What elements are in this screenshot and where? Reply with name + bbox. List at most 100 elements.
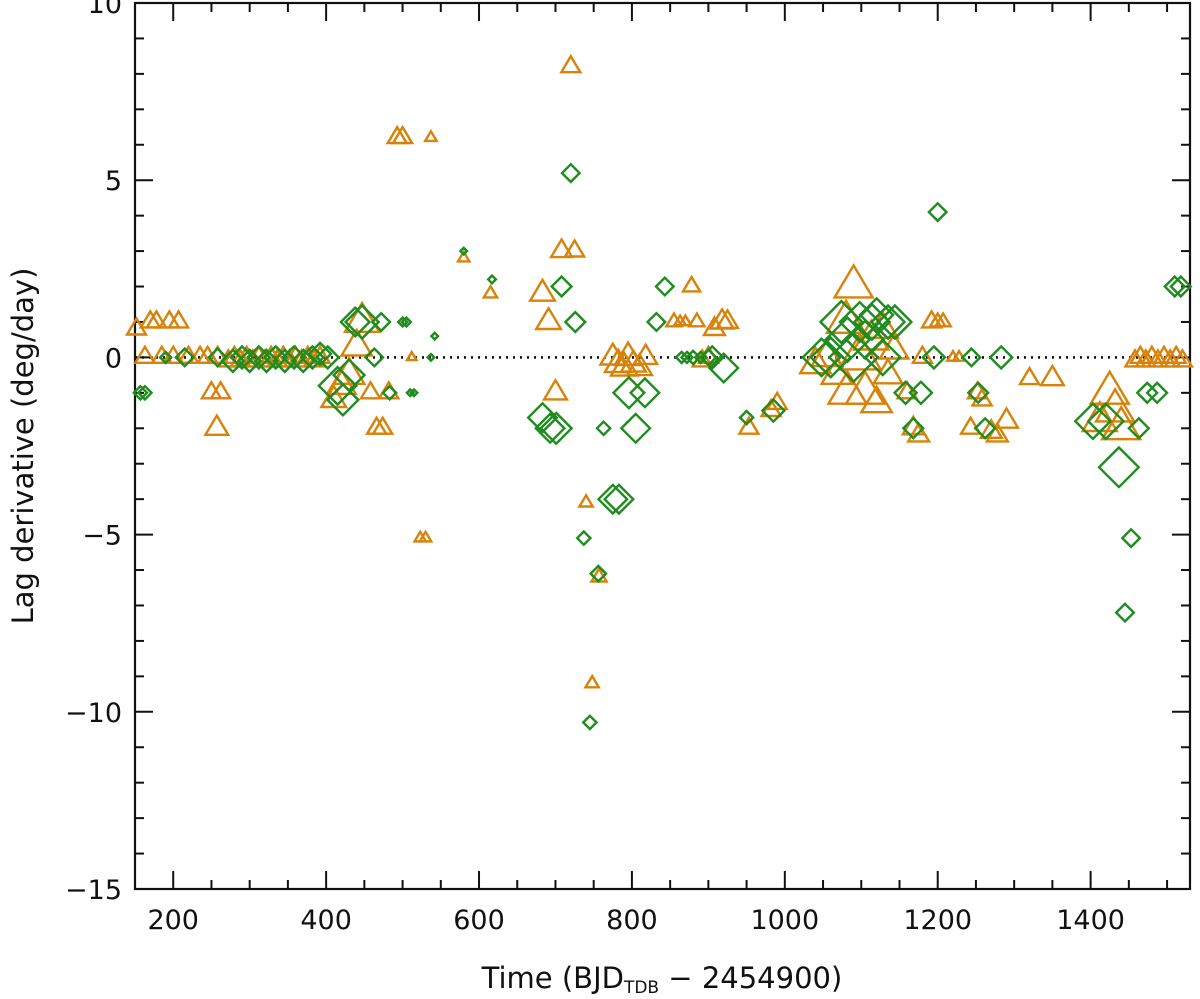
diamond-point (679, 350, 695, 365)
diamond-point (458, 246, 469, 257)
triangle-point (598, 341, 628, 366)
triangle-point (339, 327, 375, 357)
triangle-point (1146, 348, 1170, 368)
diamond-point (858, 296, 895, 334)
diamond-point (1114, 602, 1136, 624)
diamond-point (237, 348, 263, 374)
diamond-point (602, 483, 635, 516)
diamond-point (132, 384, 149, 402)
diamond-point (628, 376, 661, 409)
triangle-point (632, 342, 660, 366)
diamond-point (325, 382, 360, 417)
triangle-point (577, 492, 595, 508)
triangle-point (203, 413, 231, 436)
diamond-point (534, 412, 567, 445)
triangle-point (1128, 344, 1152, 364)
y-tick-label: 10 (88, 0, 122, 20)
diamond-point (315, 344, 341, 371)
triangle-point (417, 529, 434, 543)
diamond-point (988, 344, 1014, 371)
triangle-point (548, 237, 575, 259)
diamond-point (1163, 274, 1187, 299)
diamond-point (611, 375, 646, 410)
diamond-point (396, 315, 409, 329)
x-tick-label: 800 (606, 905, 658, 936)
triangle-point (1170, 348, 1195, 368)
diamond-point (575, 529, 593, 547)
triangle-point (423, 128, 439, 143)
diamond-point (1169, 274, 1193, 299)
diamond-point (381, 384, 398, 402)
diamond-point (229, 344, 255, 371)
x-tick-label: 200 (147, 905, 199, 936)
diamond-point (921, 344, 947, 371)
triangle-point (910, 344, 935, 364)
diamond-point (246, 344, 272, 371)
x-tick-label: 1200 (903, 905, 972, 936)
diamond-point (253, 348, 280, 374)
diamond-point (207, 346, 229, 368)
triangle-point (871, 356, 905, 385)
triangle-point (455, 249, 472, 263)
triangle-point (1088, 369, 1131, 405)
diamond-point (966, 381, 990, 405)
triangle-point (1017, 365, 1042, 386)
y-axis-title: Lag derivative (deg/day) (6, 268, 40, 625)
diamond-point (869, 303, 907, 341)
triangle-point (166, 309, 191, 329)
triangle-point (144, 309, 169, 329)
triangle-point (714, 307, 741, 330)
triangle-point (933, 311, 953, 328)
y-tick-label: −15 (65, 875, 122, 906)
triangle-point (859, 384, 894, 414)
diamond-point (863, 338, 902, 377)
diamond-point (760, 397, 787, 424)
diamond-point (272, 348, 298, 374)
diamond-point (370, 311, 392, 333)
diamond-point (581, 714, 599, 731)
diamond-point (960, 346, 982, 368)
diamond-point (281, 344, 307, 371)
diamond-point (1086, 401, 1126, 441)
diamond-point (738, 409, 755, 426)
triangle-point (562, 238, 587, 258)
diamond-point (539, 411, 574, 446)
triangle-point (342, 300, 382, 333)
diamond-point (332, 358, 367, 393)
triangle-point (541, 377, 570, 401)
triangle-point (618, 348, 648, 373)
triangle-point (534, 305, 564, 331)
diamond-point (809, 335, 853, 379)
diamond-point (1127, 416, 1151, 440)
diamond-point (927, 201, 949, 223)
tick-labels: 200 400 600 800 1000 1200 1400 −15 −10 −5 0 5 10 (65, 0, 1125, 936)
diamond-point (550, 274, 574, 299)
diamond-point (838, 300, 882, 344)
diamond-point (343, 303, 381, 341)
diamond-point (823, 316, 872, 364)
diamond-point (699, 344, 725, 371)
triangle-point (1038, 363, 1066, 387)
triangle-point (992, 406, 1021, 429)
plot-frame (133, 1, 1192, 891)
triangle-point (583, 673, 601, 689)
triangle-point (677, 313, 694, 327)
x-tick-label: 1400 (1056, 905, 1125, 936)
triangle-point (602, 347, 634, 374)
triangle-point (319, 383, 349, 409)
triangle-point (1158, 348, 1182, 368)
y-tick-label: 5 (105, 166, 122, 197)
x-tick-label: 400 (300, 905, 352, 936)
diamond-point (908, 380, 934, 406)
y-tick-label: −10 (65, 698, 122, 729)
triangle-point (832, 263, 875, 299)
triangle-point (958, 415, 983, 435)
triangle-point (687, 311, 707, 328)
diamond-point (596, 483, 629, 516)
triangle-point (358, 379, 383, 400)
diamond-point (409, 387, 419, 398)
diamond-point (674, 350, 689, 365)
triangle-point (559, 53, 583, 74)
x-tick-label: 600 (453, 905, 505, 936)
